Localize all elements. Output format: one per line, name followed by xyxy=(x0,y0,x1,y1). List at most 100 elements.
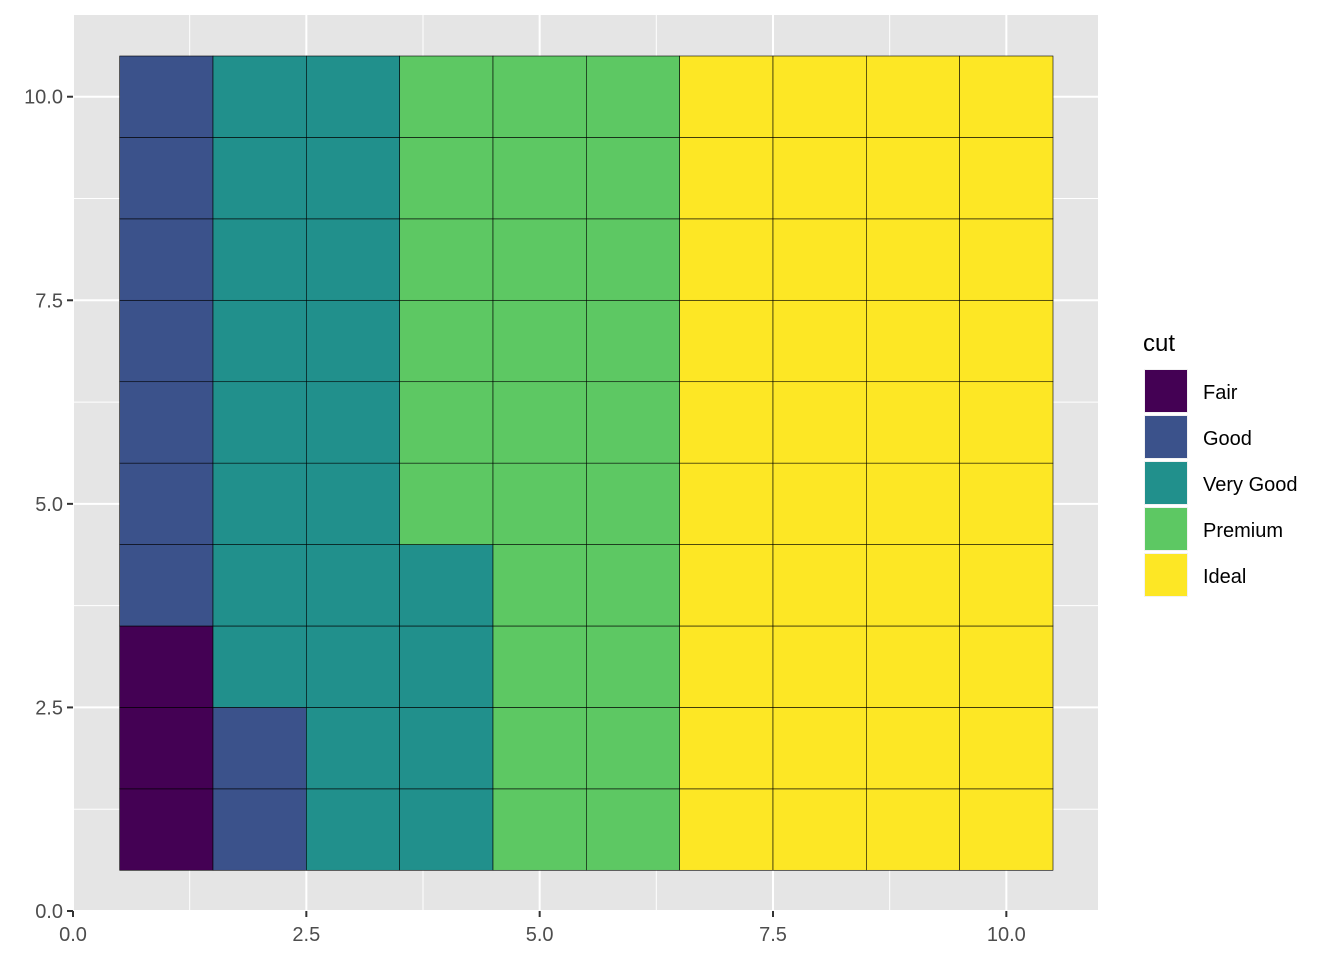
tile-premium xyxy=(586,544,680,627)
tile-ideal xyxy=(679,55,774,138)
tile-ideal xyxy=(772,137,867,220)
tile-good xyxy=(119,137,214,220)
tile-premium xyxy=(492,544,587,627)
tile-good xyxy=(119,55,214,138)
tile-premium xyxy=(586,299,680,383)
tile-good xyxy=(212,788,307,871)
tile-ideal xyxy=(679,625,774,708)
tile-ideal xyxy=(679,707,774,790)
tiles xyxy=(119,55,1054,871)
tile-ideal xyxy=(679,544,774,627)
tile-very-good xyxy=(399,625,494,708)
tile-premium xyxy=(586,218,680,301)
x-tick-label: 5.0 xyxy=(526,924,554,946)
tile-very-good xyxy=(212,137,307,220)
tile-premium xyxy=(492,707,587,790)
tile-ideal xyxy=(866,218,960,301)
tile-premium xyxy=(399,462,494,545)
tile-very-good xyxy=(212,299,307,383)
tile-very-good xyxy=(399,544,494,627)
tile-very-good xyxy=(306,299,400,383)
tile-ideal xyxy=(866,299,960,383)
x-tick-label: 10.0 xyxy=(987,924,1026,946)
y-tick-label: 7.5 xyxy=(35,290,63,312)
tile-premium xyxy=(586,625,680,708)
tile-good xyxy=(119,218,214,301)
y-tick-label: 5.0 xyxy=(35,494,63,516)
tile-ideal xyxy=(772,218,867,301)
tile-premium xyxy=(492,462,587,545)
tile-very-good xyxy=(399,788,494,871)
tile-very-good xyxy=(212,462,307,545)
tile-ideal xyxy=(772,788,867,871)
legend-swatch-very-good xyxy=(1145,462,1187,504)
tile-very-good xyxy=(212,625,307,708)
tile-premium xyxy=(586,55,680,138)
tile-premium xyxy=(492,788,587,871)
tile-very-good xyxy=(306,381,400,464)
tile-ideal xyxy=(679,218,774,301)
tile-ideal xyxy=(959,544,1054,627)
legend-label: Ideal xyxy=(1203,566,1246,588)
tile-premium xyxy=(492,381,587,464)
y-tick-label: 0.0 xyxy=(35,901,63,923)
tile-ideal xyxy=(959,218,1054,301)
tile-premium xyxy=(399,381,494,464)
tile-ideal xyxy=(679,381,774,464)
tile-ideal xyxy=(959,462,1054,545)
tile-ideal xyxy=(679,462,774,545)
tile-ideal xyxy=(866,55,960,138)
legend-label: Premium xyxy=(1203,520,1283,542)
tile-premium xyxy=(492,137,587,220)
tile-fair xyxy=(119,707,214,790)
tile-very-good xyxy=(399,707,494,790)
tile-premium xyxy=(492,299,587,383)
tile-ideal xyxy=(772,299,867,383)
legend-swatch-good xyxy=(1145,416,1187,458)
tile-premium xyxy=(586,707,680,790)
y-axis: 0.0 2.5 5.0 7.5 10.0 xyxy=(24,87,73,923)
tile-premium xyxy=(586,788,680,871)
tile-ideal xyxy=(959,707,1054,790)
tile-ideal xyxy=(772,462,867,545)
tile-premium xyxy=(586,462,680,545)
tile-very-good xyxy=(212,544,307,627)
y-tick-label: 2.5 xyxy=(35,697,63,719)
tile-ideal xyxy=(679,788,774,871)
tile-good xyxy=(119,544,214,627)
tile-very-good xyxy=(306,707,400,790)
tile-premium xyxy=(399,55,494,138)
tile-premium xyxy=(492,625,587,708)
y-tick-label: 10.0 xyxy=(24,87,63,109)
tile-ideal xyxy=(959,625,1054,708)
legend-swatch-ideal xyxy=(1145,554,1187,596)
legend: cut Fair Good Very Good Premium Ideal xyxy=(1143,330,1298,597)
tile-ideal xyxy=(866,462,960,545)
tile-premium xyxy=(586,381,680,464)
x-axis: 0.0 2.5 5.0 7.5 10.0 xyxy=(59,911,1026,946)
tile-ideal xyxy=(959,137,1054,220)
tile-ideal xyxy=(772,707,867,790)
tile-very-good xyxy=(306,218,400,301)
tile-fair xyxy=(119,625,214,708)
tile-very-good xyxy=(212,381,307,464)
tile-ideal xyxy=(959,55,1054,138)
tile-premium xyxy=(399,137,494,220)
tile-premium xyxy=(492,55,587,138)
tile-ideal xyxy=(866,137,960,220)
legend-label: Very Good xyxy=(1203,474,1298,496)
tile-very-good xyxy=(306,55,400,138)
tile-very-good xyxy=(212,55,307,138)
tile-good xyxy=(119,299,214,383)
tile-very-good xyxy=(306,462,400,545)
tile-very-good xyxy=(306,544,400,627)
tile-ideal xyxy=(866,544,960,627)
tile-good xyxy=(119,381,214,464)
tile-premium xyxy=(492,218,587,301)
tile-ideal xyxy=(772,544,867,627)
tile-ideal xyxy=(866,788,960,871)
tile-very-good xyxy=(212,218,307,301)
x-tick-label: 0.0 xyxy=(59,924,87,946)
tile-ideal xyxy=(772,55,867,138)
